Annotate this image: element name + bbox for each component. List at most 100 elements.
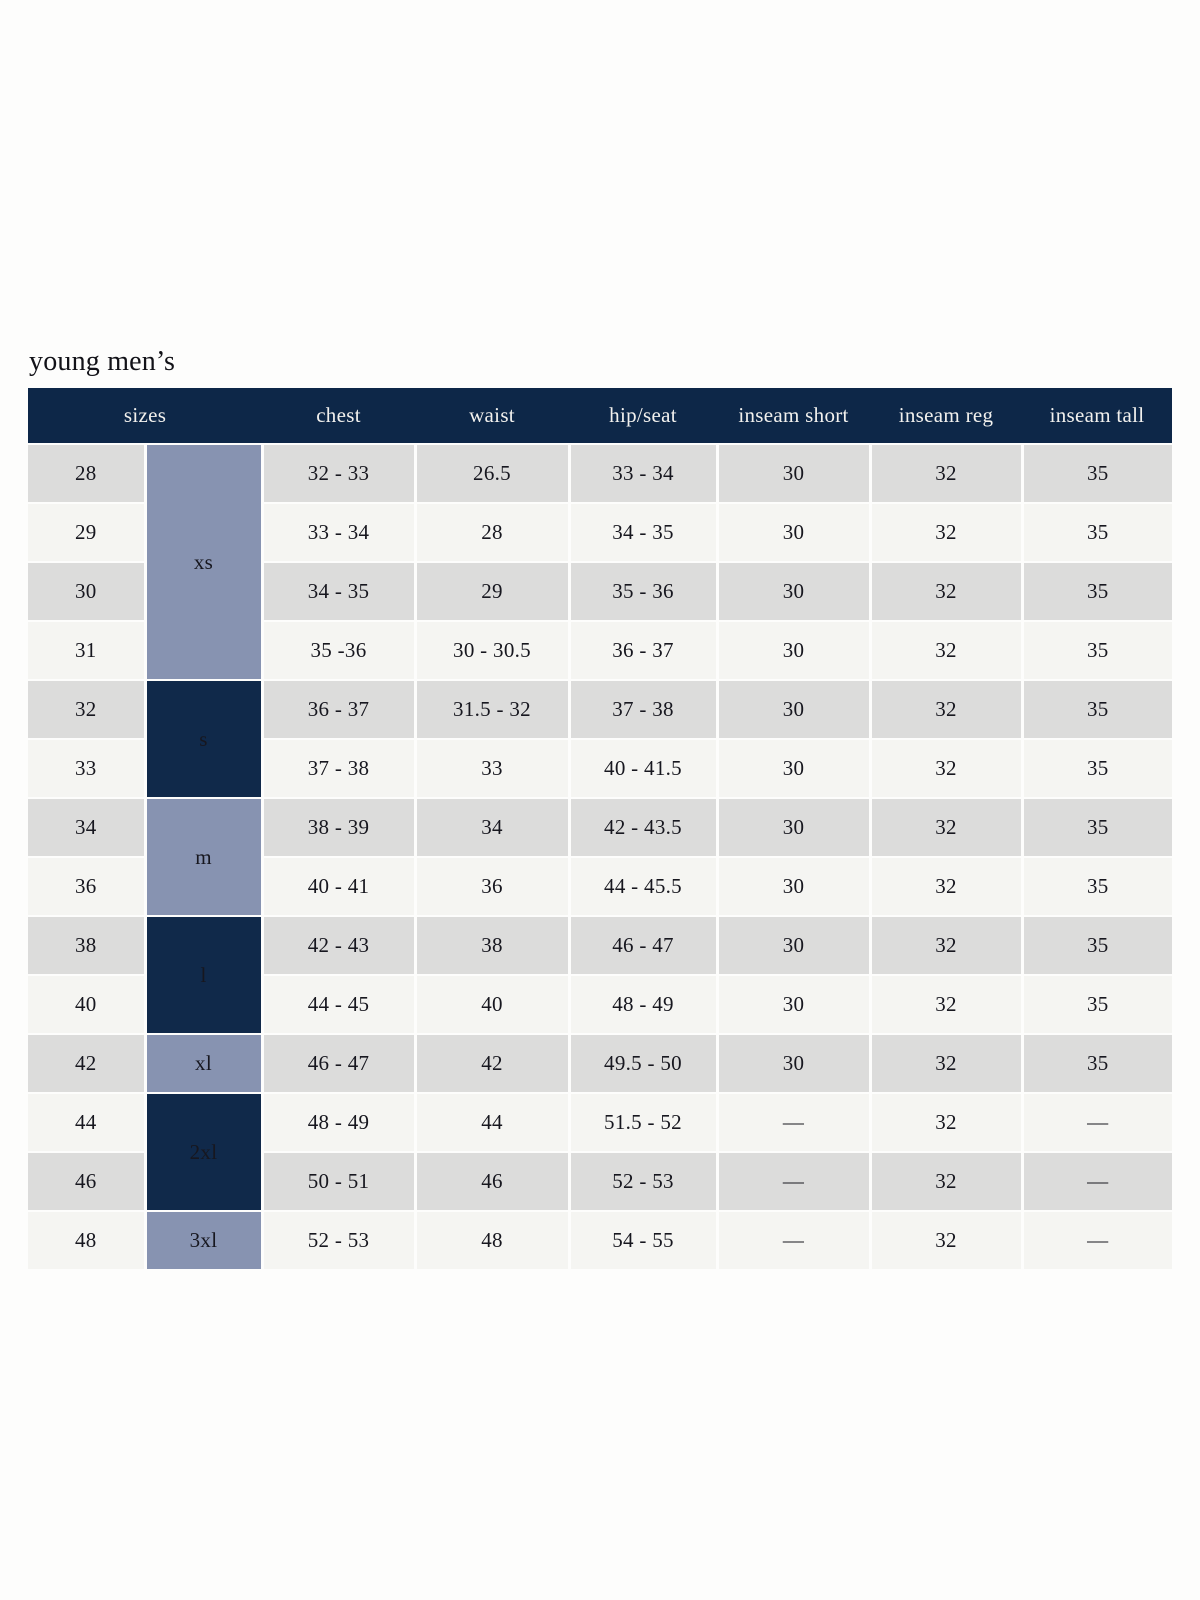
inseam-short-cell: 30 — [717, 915, 872, 975]
chest-cell: 44 - 45 — [262, 974, 417, 1034]
table-row: 42 xl 46 - 47 42 49.5 - 50 30 32 35 — [28, 1033, 1173, 1093]
inseam-short-cell: — — [717, 1092, 872, 1152]
size-cell: 38 — [28, 915, 147, 975]
inseam-tall-cell: 35 — [1022, 738, 1173, 798]
table-row: 31 35 -36 30 - 30.5 36 - 37 30 32 35 — [28, 620, 1173, 680]
inseam-reg-cell: 32 — [870, 1092, 1024, 1152]
size-group-cell: s — [145, 679, 264, 798]
size-chart-page: young men’s sizes chest waist hip/seat i… — [28, 344, 1173, 1269]
size-group-cell: l — [145, 915, 264, 1034]
inseam-reg-cell: 32 — [870, 974, 1024, 1034]
size-cell: 31 — [28, 620, 147, 680]
waist-cell: 28 — [415, 502, 571, 562]
inseam-short-cell: — — [717, 1151, 872, 1211]
hip-cell: 52 - 53 — [569, 1151, 719, 1211]
col-header-inseam-tall: inseam tall — [1022, 388, 1173, 444]
chest-cell: 33 - 34 — [262, 502, 417, 562]
inseam-tall-cell: — — [1022, 1151, 1173, 1211]
inseam-reg-cell: 32 — [870, 797, 1024, 857]
table-row: 46 50 - 51 46 52 - 53—32— — [28, 1151, 1173, 1211]
chest-cell: 38 - 39 — [262, 797, 417, 857]
size-cell: 40 — [28, 974, 147, 1034]
table-row: 38 l 42 - 43 38 46 - 47 30 32 35 — [28, 915, 1173, 1034]
size-cell: 48 — [28, 1210, 147, 1269]
waist-cell: 46 — [415, 1151, 571, 1211]
hip-cell: 44 - 45.5 — [569, 856, 719, 916]
chest-cell: 46 - 47 — [262, 1033, 417, 1093]
table-row: 44 2xl 48 - 49 44 51.5 - 52—32— — [28, 1092, 1173, 1211]
hip-cell: 42 - 43.5 — [569, 797, 719, 857]
inseam-reg-cell: 32 — [870, 443, 1024, 503]
table-row: 28 xs 32 - 33 26.5 33 - 34 30 32 35 — [28, 443, 1173, 680]
inseam-tall-cell: 35 — [1022, 443, 1173, 503]
waist-cell: 30 - 30.5 — [415, 620, 571, 680]
inseam-tall-cell: 35 — [1022, 679, 1173, 739]
chest-cell: 52 - 53 — [262, 1210, 417, 1269]
inseam-tall-cell: 35 — [1022, 797, 1173, 857]
hip-cell: 46 - 47 — [569, 915, 719, 975]
size-cell: 42 — [28, 1033, 147, 1093]
table-row: 30 34 - 35 29 35 - 36 30 32 35 — [28, 561, 1173, 621]
chest-cell: 34 - 35 — [262, 561, 417, 621]
inseam-reg-cell: 32 — [870, 738, 1024, 798]
page-title: young men’s — [29, 346, 176, 377]
hip-cell: 40 - 41.5 — [569, 738, 719, 798]
inseam-short-cell: 30 — [717, 797, 872, 857]
size-cell: 33 — [28, 738, 147, 798]
table-row: 32 s 36 - 37 31.5 - 32 37 - 38 30 32 35 — [28, 679, 1173, 798]
waist-cell: 26.5 — [415, 443, 571, 503]
inseam-reg-cell: 32 — [870, 1210, 1024, 1269]
size-cell: 29 — [28, 502, 147, 562]
waist-cell: 44 — [415, 1092, 571, 1152]
size-cell: 46 — [28, 1151, 147, 1211]
col-header-chest: chest — [262, 388, 416, 444]
col-header-hip-seat: hip/seat — [569, 388, 718, 444]
inseam-short-cell: — — [717, 1210, 872, 1269]
inseam-tall-cell: 35 — [1022, 915, 1173, 975]
table-row: 36 40 - 41 36 44 - 45.5 30 32 35 — [28, 856, 1173, 916]
young-mens-size-table: sizes chest waist hip/seat inseam short … — [28, 388, 1173, 1269]
header-row: sizes chest waist hip/seat inseam short … — [28, 388, 1173, 444]
table-row: 34 m 38 - 39 34 42 - 43.5 30 32 35 — [28, 797, 1173, 916]
inseam-tall-cell: — — [1022, 1210, 1173, 1269]
size-group-cell: 2xl — [145, 1092, 264, 1211]
hip-cell: 51.5 - 52 — [569, 1092, 719, 1152]
size-group-cell: 3xl — [145, 1210, 264, 1269]
size-table-body: 28 xs 32 - 33 26.5 33 - 34 30 32 35 29 33 - 34 28 3… — [28, 443, 1173, 1269]
size-cell: 44 — [28, 1092, 147, 1152]
hip-cell: 34 - 35 — [569, 502, 719, 562]
inseam-tall-cell: 35 — [1022, 620, 1173, 680]
inseam-reg-cell: 32 — [870, 1033, 1024, 1093]
col-header-sizes: sizes — [28, 388, 263, 444]
waist-cell: 40 — [415, 974, 571, 1034]
inseam-reg-cell: 32 — [870, 679, 1024, 739]
table-row: 40 44 - 45 40 48 - 49 30 32 35 — [28, 974, 1173, 1034]
chest-cell: 50 - 51 — [262, 1151, 417, 1211]
waist-cell: 31.5 - 32 — [415, 679, 571, 739]
chest-cell: 40 - 41 — [262, 856, 417, 916]
inseam-tall-cell: 35 — [1022, 502, 1173, 562]
chest-cell: 42 - 43 — [262, 915, 417, 975]
waist-cell: 42 — [415, 1033, 571, 1093]
inseam-short-cell: 30 — [717, 738, 872, 798]
chest-cell: 37 - 38 — [262, 738, 417, 798]
table-row: 33 37 - 38 33 40 - 41.5 30 32 35 — [28, 738, 1173, 798]
col-header-inseam-short: inseam short — [717, 388, 871, 444]
size-group-cell: xs — [145, 443, 264, 680]
chest-cell: 32 - 33 — [262, 443, 417, 503]
waist-cell: 38 — [415, 915, 571, 975]
inseam-short-cell: 30 — [717, 561, 872, 621]
size-cell: 34 — [28, 797, 147, 857]
inseam-short-cell: 30 — [717, 856, 872, 916]
inseam-short-cell: 30 — [717, 443, 872, 503]
col-header-waist: waist — [415, 388, 570, 444]
table-row: 29 33 - 34 28 34 - 35 30 32 35 — [28, 502, 1173, 562]
size-cell: 28 — [28, 443, 147, 503]
inseam-reg-cell: 32 — [870, 1151, 1024, 1211]
inseam-short-cell: 30 — [717, 502, 872, 562]
waist-cell: 36 — [415, 856, 571, 916]
hip-cell: 49.5 - 50 — [569, 1033, 719, 1093]
hip-cell: 36 - 37 — [569, 620, 719, 680]
hip-cell: 33 - 34 — [569, 443, 719, 503]
size-group-cell: xl — [145, 1033, 264, 1093]
